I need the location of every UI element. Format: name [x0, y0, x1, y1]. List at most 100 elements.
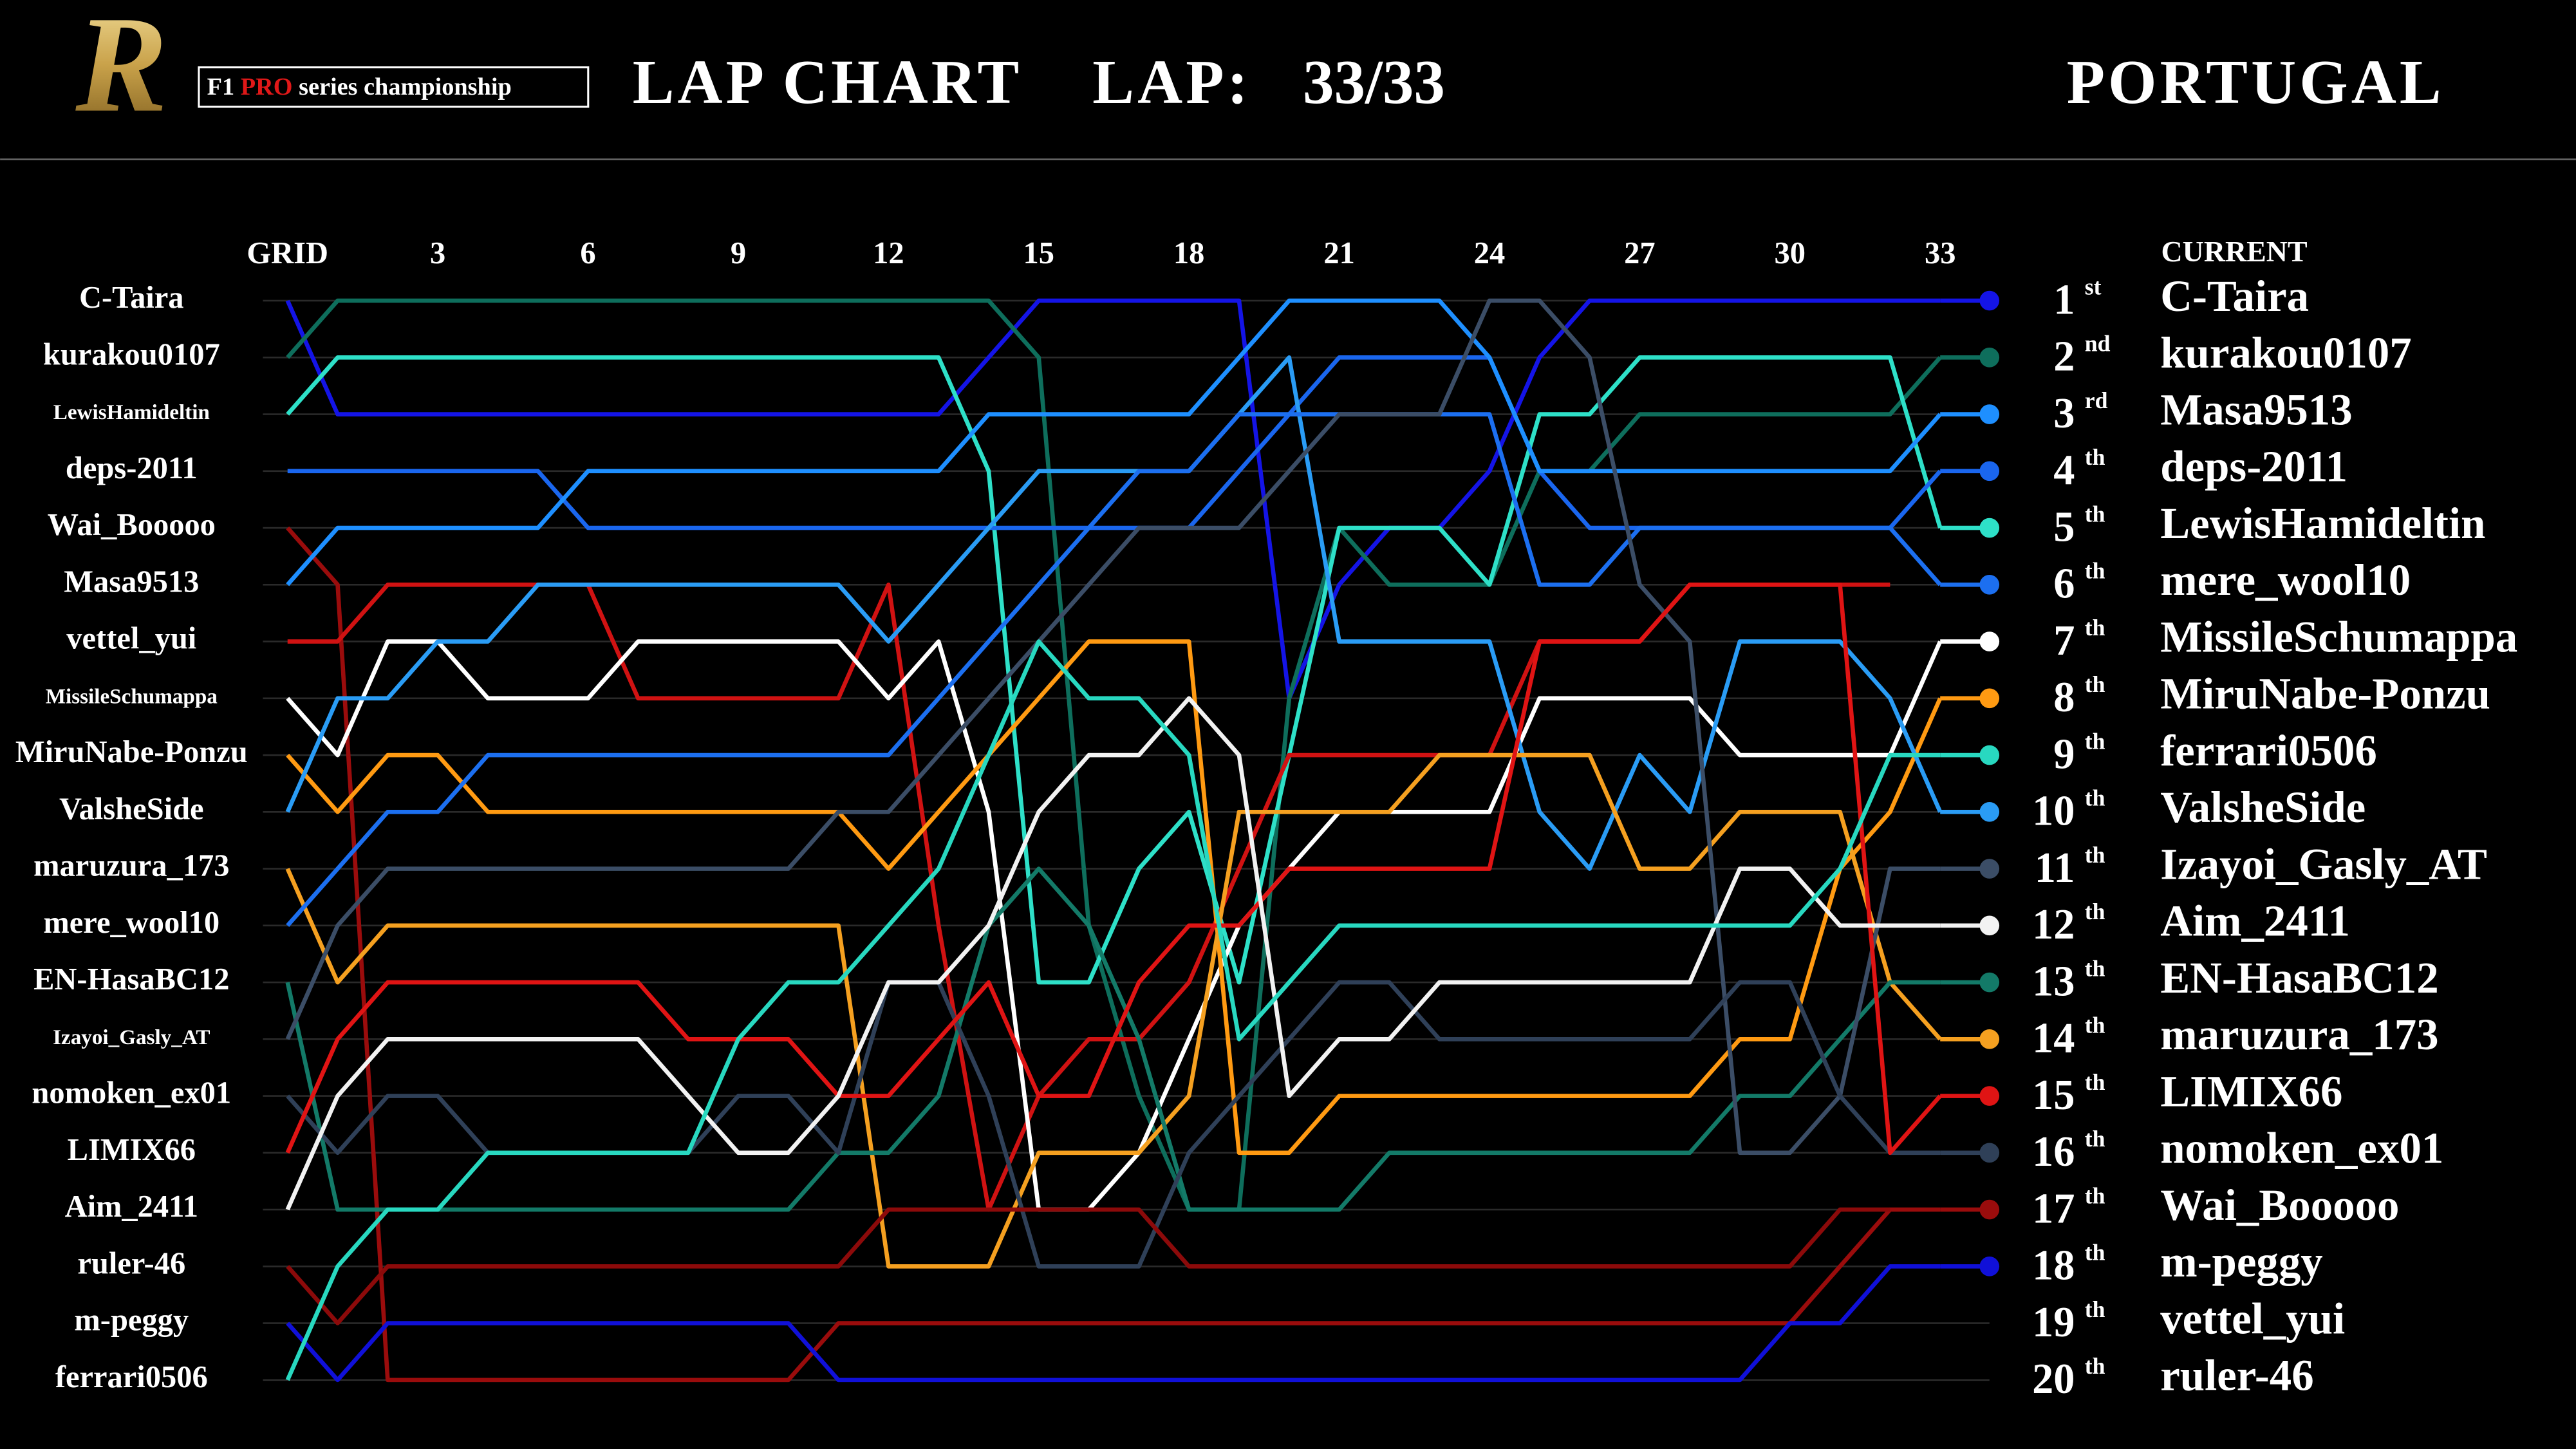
position-suffix: th	[2085, 1353, 2105, 1379]
series-prefix: F1	[207, 73, 235, 100]
logo: R	[75, 0, 168, 141]
finish-dot	[1979, 631, 2000, 651]
driver-result: Aim_2411	[2160, 897, 2350, 946]
driver-result: m-peggy	[2160, 1237, 2323, 1286]
grid-driver-label: ValsheSide	[59, 792, 204, 826]
position-line	[285, 298, 1941, 701]
position-line	[285, 866, 1941, 1212]
position-number: 14	[2032, 1015, 2075, 1062]
x-tick-label: 24	[1474, 236, 1505, 270]
finish-dot	[1979, 347, 2000, 368]
position-suffix: th	[2085, 955, 2105, 981]
x-tick-label: 21	[1323, 236, 1354, 270]
position-line	[285, 582, 1942, 1155]
finish-dot	[1979, 1086, 2000, 1106]
grid-driver-label: LewisHamideltin	[53, 400, 210, 424]
position-suffix: th	[2085, 1240, 2105, 1266]
position-suffix: st	[2085, 274, 2102, 299]
grid-driver-label: Izayoi_Gasly_AT	[53, 1025, 210, 1049]
position-number: 11	[2035, 845, 2075, 892]
position-number: 8	[2053, 674, 2075, 721]
position-suffix: th	[2085, 1126, 2105, 1152]
driver-result: maruzura_173	[2160, 1010, 2438, 1059]
position-number: 17	[2032, 1185, 2075, 1232]
position-line	[285, 639, 1941, 1381]
location: PORTUGAL	[2067, 48, 2445, 117]
position-line	[286, 355, 1943, 985]
finish-dot	[1979, 972, 2000, 993]
position-number: 3	[2053, 390, 2075, 437]
grid-driver-label: mere_wool10	[43, 906, 219, 940]
position-number: 1	[2053, 276, 2075, 323]
position-line	[286, 412, 1942, 927]
finish-dot	[1979, 1029, 2000, 1049]
position-suffix: nd	[2085, 331, 2111, 357]
grid-driver-label: C-Taira	[79, 281, 184, 315]
grid-driver-label: Aim_2411	[65, 1190, 198, 1224]
position-suffix: th	[2085, 1183, 2105, 1208]
position-suffix: rd	[2085, 388, 2108, 413]
driver-result: ruler-46	[2160, 1351, 2313, 1400]
driver-result: C-Taira	[2160, 272, 2309, 321]
x-tick-label: 18	[1173, 236, 1204, 270]
grid-driver-label: deps-2011	[66, 451, 198, 485]
finish-dot	[1979, 1256, 2000, 1276]
position-number: 7	[2053, 617, 2075, 664]
finish-dot	[1979, 915, 2000, 936]
position-suffix: th	[2085, 728, 2105, 754]
x-tick-label: 15	[1023, 236, 1054, 270]
series-name: F1 PRO series championship	[207, 73, 512, 100]
grid-driver-label: m-peggy	[74, 1304, 189, 1338]
grid-driver-label: Masa9513	[64, 565, 199, 599]
finish-dot	[1979, 290, 2000, 311]
position-line	[286, 526, 1941, 1383]
position-number: 16	[2032, 1128, 2075, 1175]
grid-driver-label: EN-HasaBC12	[33, 962, 229, 996]
position-suffix: th	[2085, 615, 2105, 640]
position-suffix: th	[2085, 558, 2105, 584]
driver-result: mere_wool10	[2160, 556, 2411, 604]
x-tick-label: 33	[1925, 236, 1955, 270]
x-tick-label: 9	[731, 236, 746, 270]
x-tick-label: 12	[873, 236, 904, 270]
finish-dot	[1979, 1199, 2000, 1220]
position-line	[285, 753, 1942, 1269]
grid-driver-label: ferrari0506	[55, 1360, 208, 1394]
grid-driver-label: maruzura_173	[33, 849, 229, 883]
position-number: 15	[2032, 1072, 2075, 1119]
grid-driver-label: MiruNabe-Ponzu	[15, 735, 248, 769]
series-suffix: series championship	[299, 73, 512, 100]
grid-driver-label: MissileSchumappa	[46, 684, 218, 708]
position-number: 10	[2032, 788, 2075, 835]
position-line	[286, 1264, 1941, 1383]
x-tick-label: 3	[430, 236, 445, 270]
position-number: 18	[2032, 1242, 2075, 1289]
position-number: 2	[2053, 333, 2075, 380]
driver-result: Izayoi_Gasly_AT	[2160, 839, 2487, 888]
x-tick-label: 30	[1775, 236, 1806, 270]
position-suffix: th	[2085, 842, 2105, 868]
position-suffix: th	[2085, 1296, 2105, 1322]
driver-result: MissileSchumappa	[2160, 612, 2517, 661]
position-number: 20	[2032, 1356, 2075, 1403]
position-line	[285, 355, 1943, 871]
position-number: 13	[2032, 958, 2075, 1005]
driver-result: EN-HasaBC12	[2160, 953, 2439, 1002]
position-suffix: th	[2085, 671, 2105, 697]
finish-dot	[1979, 801, 2000, 822]
position-line	[286, 298, 1942, 1212]
position-number: 19	[2032, 1299, 2075, 1346]
header: R F1 PRO series championship LAP CHART L…	[0, 0, 2576, 160]
driver-result: nomoken_ex01	[2160, 1124, 2443, 1173]
series-box	[198, 66, 590, 108]
position-number: 5	[2053, 503, 2075, 550]
position-line	[285, 696, 1941, 1211]
position-number: 12	[2032, 901, 2075, 948]
position-suffix: th	[2085, 785, 2105, 811]
finish-dot	[1979, 859, 2000, 879]
position-suffix: th	[2085, 1013, 2105, 1038]
position-number: 9	[2053, 731, 2075, 778]
driver-result: vettel_yui	[2160, 1294, 2345, 1343]
position-line	[286, 1207, 1890, 1325]
